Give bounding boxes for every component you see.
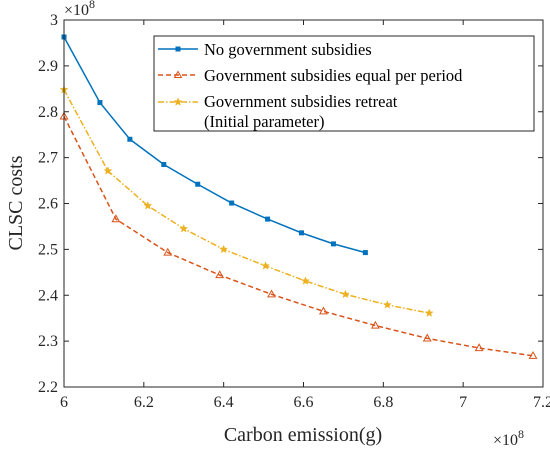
y-tick-label: 2.5 — [38, 241, 58, 258]
legend-label-2: Government subsidies equal per period — [204, 66, 463, 85]
data-point-s1-10 — [362, 250, 368, 256]
x-tick-label: 7.2 — [533, 394, 550, 411]
x-tick-label: 6 — [60, 394, 68, 411]
data-point-s3-7 — [301, 276, 310, 285]
data-point-s2-6 — [319, 306, 328, 315]
data-point-s3-3 — [143, 201, 153, 210]
series-line-2 — [63, 116, 534, 357]
data-point-s3-10 — [424, 308, 434, 317]
series-layer — [59, 34, 538, 359]
legend-box — [153, 35, 535, 132]
data-point-s2-4 — [215, 270, 225, 279]
y-axis-title: CLSC costs — [5, 155, 27, 250]
y-tick-label: 2.3 — [38, 333, 58, 350]
data-point-s2-5 — [267, 289, 277, 298]
data-point-s2-10 — [528, 350, 538, 359]
data-point-s1-2 — [97, 100, 103, 106]
data-point-s1-9 — [330, 241, 336, 247]
series-line-1 — [63, 36, 366, 254]
series-line-3 — [63, 89, 430, 314]
data-point-s1-6 — [229, 200, 235, 206]
y-tick-label: 2.7 — [38, 150, 58, 167]
legend-label-3-line2: (Initial parameter) — [204, 112, 324, 131]
axes-layer: 6 6.2 6.4 6.6 6.8 7 7.2 2.2 2.3 2.4 2.5 2.6 2.7 2.8 2.… — [38, 12, 550, 411]
data-point-s1-3 — [127, 136, 133, 142]
x-tick-label: 6.8 — [373, 394, 393, 411]
y-tick-label: 2.4 — [38, 287, 58, 304]
data-point-s3-9 — [382, 300, 392, 309]
legend-star-shape — [173, 97, 183, 106]
data-point-s2-3 — [163, 247, 173, 256]
x-tick-label: 6.2 — [134, 394, 154, 411]
data-point-s2-2 — [111, 214, 121, 223]
legend-label-1: No government subsidies — [204, 40, 372, 59]
data-point-s2-9 — [474, 343, 484, 352]
y-tick-label: 2.8 — [38, 104, 58, 121]
x-tick-label: 7 — [459, 394, 467, 411]
data-point-s1-5 — [195, 181, 201, 187]
data-point-s3-5 — [219, 244, 229, 254]
data-point-s3-8 — [340, 289, 350, 299]
data-point-s3-6 — [261, 261, 271, 270]
y-tick-label: 2.2 — [38, 379, 58, 396]
y-tick-label: 2.6 — [38, 196, 58, 213]
x-tick-label: 6.6 — [294, 394, 314, 411]
legend-marker-2 — [173, 70, 183, 78]
data-point-s1-7 — [265, 216, 271, 222]
x-tick-label: 6.4 — [214, 394, 234, 411]
legend-item-3: Government subsidies retreat (Initial pa… — [158, 92, 398, 131]
data-point-s2-7 — [370, 320, 380, 329]
data-point-s1-4 — [161, 162, 167, 168]
x-multiplier: ×108 — [493, 427, 524, 449]
legend-marker-1 — [175, 46, 181, 52]
data-point-s3-2 — [103, 166, 113, 175]
y-tick-label: 2.9 — [38, 58, 58, 75]
data-point-s2-8 — [422, 333, 432, 342]
legend-marker-3 — [173, 97, 183, 106]
y-multiplier: ×108 — [64, 0, 95, 19]
legend-item-2: Government subsidies equal per period — [158, 66, 463, 85]
data-point-s1-8 — [299, 230, 305, 236]
legend-item-1: No government subsidies — [158, 40, 372, 59]
data-point-s3-4 — [179, 224, 189, 233]
legend: No government subsidies Government subsi… — [153, 35, 535, 132]
legend-label-3: Government subsidies retreat — [204, 92, 398, 111]
y-tick-label: 3 — [50, 12, 58, 29]
x-axis-title: Carbon emission(g) — [224, 424, 382, 446]
